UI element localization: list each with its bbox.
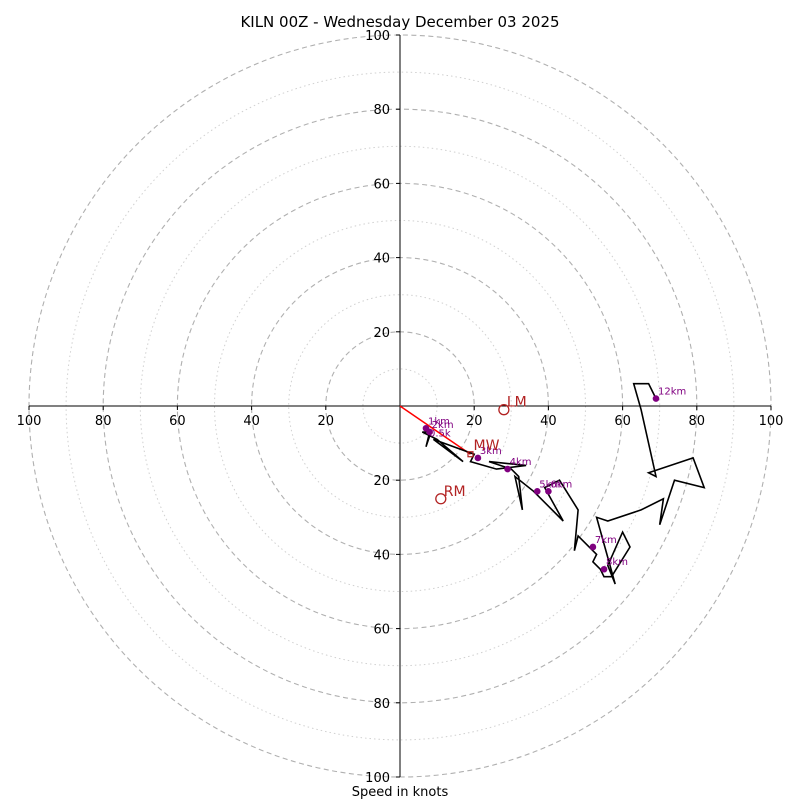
height-marker-3km xyxy=(474,454,482,462)
height-marker-7km xyxy=(589,543,597,551)
y-tick-label: 20 xyxy=(373,326,390,341)
y-tick-label: 40 xyxy=(373,548,390,563)
height-marker-5km xyxy=(533,488,541,495)
x-ticks: 100 80 60 40 20 20 40 60 80 100 xyxy=(17,406,784,429)
storm-motion-label-lm: LM xyxy=(507,395,527,411)
y-tick-label: 100 xyxy=(365,29,390,44)
height-label-12km: 12km xyxy=(658,387,686,398)
storm-motion-label-rm: RM xyxy=(444,484,466,500)
x-tick-label: 60 xyxy=(169,414,186,429)
y-tick-label: 100 xyxy=(365,771,390,786)
height-label-6km: 6km xyxy=(550,479,572,490)
x-tick-label: 80 xyxy=(689,414,706,429)
mean-wind-marker xyxy=(467,451,474,458)
y-tick-label: 60 xyxy=(373,177,390,192)
height-label-3km: 3km xyxy=(480,446,502,457)
height-label-5km: 5km xyxy=(539,479,561,490)
y-ticks: 100 80 60 40 20 20 40 60 80 100 xyxy=(365,29,400,786)
y-tick-label: 60 xyxy=(373,623,390,638)
height-label-7km: 7km xyxy=(595,535,617,546)
height-label-1km: 1km xyxy=(428,416,450,427)
height-marker-8km xyxy=(600,565,608,573)
mean-wind-vector xyxy=(399,405,471,455)
x-tick-label: 40 xyxy=(540,414,557,429)
x-tick-label: 20 xyxy=(466,414,483,429)
y-tick-label: 80 xyxy=(373,697,390,712)
x-axis-label: Speed in knots xyxy=(352,785,449,800)
x-tick-label: 40 xyxy=(243,414,260,429)
x-tick-label: 100 xyxy=(759,414,784,429)
height-marker-6km xyxy=(545,488,552,495)
height-label-extra: 0.5k xyxy=(429,429,451,440)
storm-motion-lm xyxy=(498,404,510,416)
height-label-8km: 8km xyxy=(606,557,628,568)
height-marker-12km xyxy=(652,395,660,402)
y-tick-label: 20 xyxy=(373,474,390,489)
height-label-2km: 2km xyxy=(432,420,454,431)
x-tick-label: 20 xyxy=(318,414,335,429)
height-marker-4km xyxy=(504,465,511,473)
height-label-4km: 4km xyxy=(510,457,532,468)
mean-wind-label: MW xyxy=(473,438,499,454)
x-tick-label: 80 xyxy=(95,414,112,429)
x-tick-label: 100 xyxy=(17,414,42,429)
y-tick-label: 40 xyxy=(373,252,390,267)
storm-motion-rm xyxy=(435,493,447,505)
height-marker-2km xyxy=(426,428,433,436)
hodograph-trace xyxy=(421,382,706,585)
chart-title: KILN 00Z - Wednesday December 03 2025 xyxy=(240,13,559,31)
y-tick-label: 80 xyxy=(373,103,390,118)
x-tick-label: 60 xyxy=(614,414,631,429)
